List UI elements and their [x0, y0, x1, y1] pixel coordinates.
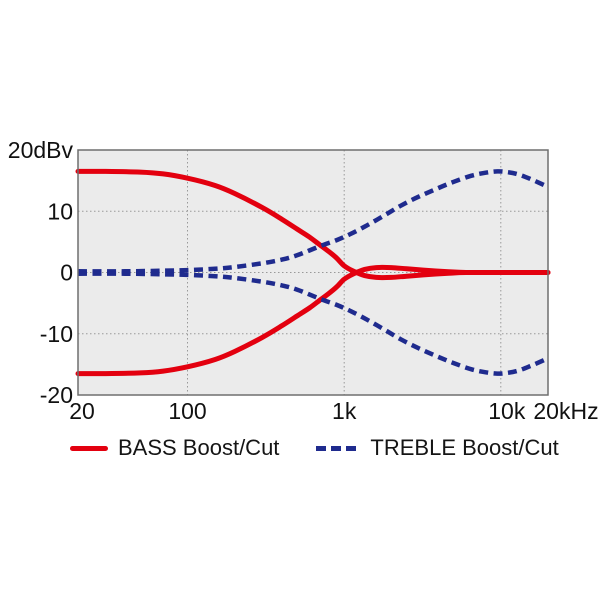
bass-boost-curve: [75, 168, 551, 281]
legend-item-bass: BASS Boost/Cut: [70, 435, 279, 461]
legend: BASS Boost/Cut TREBLE Boost/Cut: [70, 435, 559, 461]
x-tick-label: 20kHz: [533, 398, 598, 424]
x-tick-label: 20: [69, 398, 95, 424]
y-tick-label: 10: [47, 198, 73, 224]
treble-boost-curve: [77, 169, 549, 274]
legend-label-bass: BASS Boost/Cut: [118, 435, 280, 460]
legend-item-treble: TREBLE Boost/Cut: [316, 435, 559, 461]
y-tick-label: -20: [40, 382, 73, 408]
bass-cut-curve: [75, 264, 551, 377]
y-tick-label: 0: [60, 260, 73, 286]
bass-line-swatch: [70, 445, 108, 451]
gridlines: [78, 150, 548, 395]
x-tick-label: 1k: [332, 398, 357, 424]
plot-border: [77, 149, 549, 396]
y-tick-label: -10: [40, 321, 73, 347]
legend-label-treble: TREBLE Boost/Cut: [370, 435, 559, 460]
y-axis-unit-label: 20dBv: [8, 137, 74, 163]
x-tick-label: 100: [168, 398, 206, 424]
treble-line-swatch: [316, 445, 361, 451]
treble-cut-curve: [77, 271, 549, 376]
x-tick-label: 10k: [488, 398, 526, 424]
